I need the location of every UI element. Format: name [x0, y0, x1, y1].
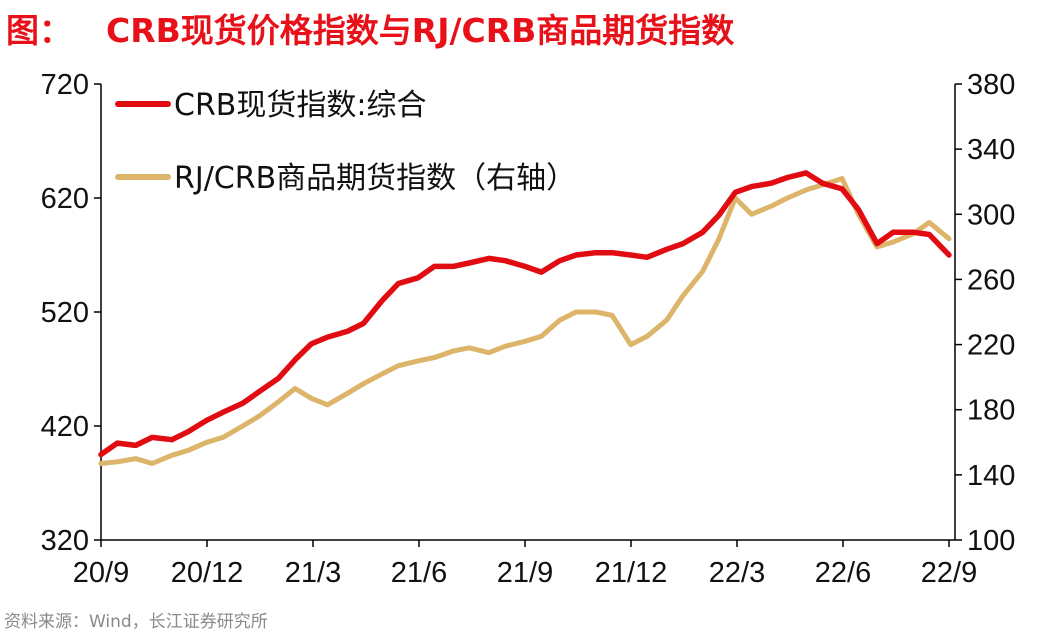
series-lines: [98, 170, 952, 466]
chart-title: 图： CRB现货价格指数与RJ/CRB商品期货指数: [6, 4, 734, 52]
left-y-tick-label: 320: [41, 525, 89, 557]
legend: CRB现货指数:综合 RJ/CRB商品期货指数（右轴）: [115, 88, 576, 196]
left-y-tick-label: 720: [41, 69, 89, 101]
x-tick-label: 21/12: [595, 557, 668, 589]
left-y-tick-label: 520: [41, 297, 89, 329]
x-tick-label: 22/3: [709, 557, 765, 589]
x-tick-label: 21/3: [285, 557, 341, 589]
x-tick-label: 20/9: [73, 557, 129, 589]
left-y-tick-label: 420: [41, 411, 89, 443]
x-tick-label: 21/6: [391, 557, 447, 589]
right-y-tick-label: 140: [967, 460, 1015, 492]
right-y-tick-label: 300: [967, 199, 1015, 231]
right-y-tick-label: 220: [967, 330, 1015, 362]
right-y-tick-label: 260: [967, 264, 1015, 296]
x-tick-label: 22/6: [815, 557, 871, 589]
crb-spot-line: [98, 170, 952, 458]
x-tick-label: 21/9: [497, 557, 553, 589]
legend-label: CRB现货指数:综合: [174, 88, 426, 123]
title-prefix: 图：: [6, 11, 72, 50]
right-y-tick-label: 100: [967, 525, 1015, 557]
title-text: CRB现货价格指数与RJ/CRB商品期货指数: [106, 11, 735, 50]
source-note: 资料来源：Wind，长江证券研究所: [4, 612, 268, 632]
x-tick-label: 20/12: [171, 557, 244, 589]
x-tick-label: 22/9: [921, 557, 977, 589]
axes: 320 420 520 620 720 100 140 180 220 260 300 340 380 2…: [41, 69, 1016, 589]
rj-crb-futures-line: [98, 176, 952, 466]
right-y-tick-label: 340: [967, 134, 1015, 166]
left-y-tick-label: 620: [41, 183, 89, 215]
right-y-tick-label: 380: [967, 69, 1015, 101]
right-y-tick-label: 180: [967, 395, 1015, 427]
legend-label: RJ/CRB商品期货指数（右轴）: [174, 161, 576, 196]
